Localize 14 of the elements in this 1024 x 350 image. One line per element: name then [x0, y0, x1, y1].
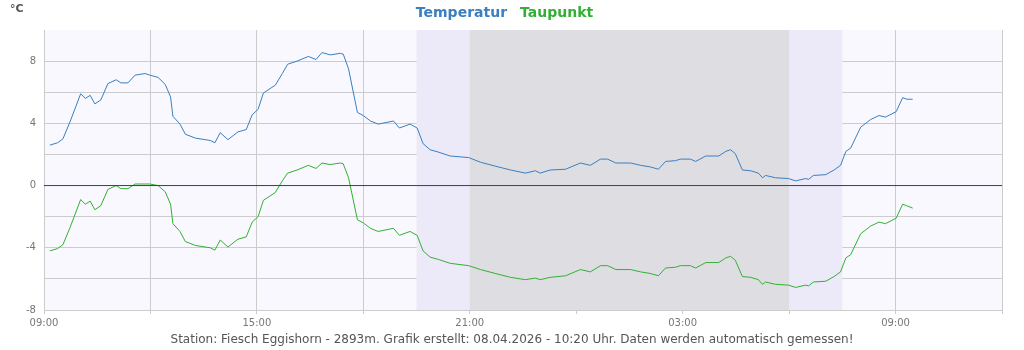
x-tick-label: 09:00: [881, 316, 910, 328]
x-tick-label: 03:00: [668, 316, 698, 328]
y-tick-label: -8: [26, 303, 36, 315]
y-tick-label: 8: [29, 54, 36, 66]
y-tick-label: 4: [29, 116, 36, 128]
y-tick-label: 0: [29, 179, 36, 191]
y-tick-label: -4: [26, 241, 36, 253]
y-axis-title: °C: [10, 2, 24, 16]
text: Temperatur: [415, 3, 508, 20]
x-tick-label: 21:00: [455, 316, 485, 328]
text: Taupunkt: [520, 3, 594, 20]
x-tick-label: 09:00: [29, 316, 59, 328]
x-tick-label: 15:00: [242, 316, 272, 328]
text: Station: Fiesch Eggishorn - 2893m. Grafik erstellt: 08.04.2026 - 10:20 Uhr. Daten werden automatisch gemessen!: [170, 332, 854, 347]
